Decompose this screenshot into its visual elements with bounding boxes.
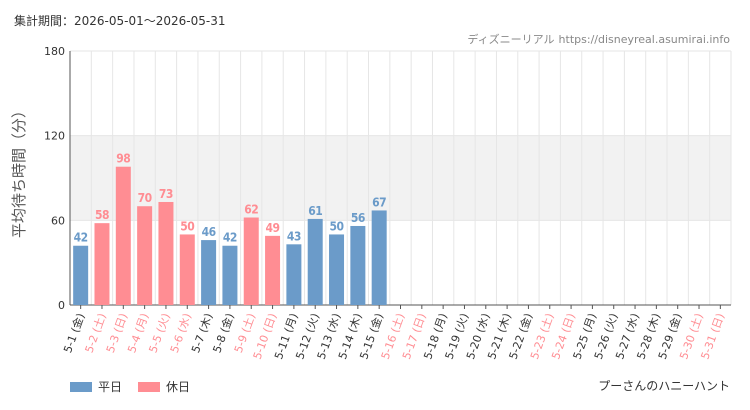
y-tick-label: 120 — [44, 130, 65, 143]
legend-weekday-swatch — [70, 381, 92, 392]
bar — [307, 218, 323, 305]
bar — [137, 206, 153, 305]
bar — [371, 210, 387, 305]
site-name: ディズニーリアル — [467, 33, 555, 46]
bar-value-label: 46 — [202, 225, 216, 239]
bar — [286, 244, 302, 305]
legend: 平日 休日 — [70, 378, 206, 395]
bar — [222, 245, 238, 305]
bar — [94, 223, 110, 305]
y-tick-label: 60 — [51, 214, 65, 227]
bar-value-label: 56 — [351, 211, 365, 225]
attraction-name: プーさんのハニーハント — [598, 379, 730, 393]
period-label: 集計期間：2026-05-01～2026-05-31 — [14, 14, 226, 28]
bar-value-label: 42 — [74, 231, 88, 245]
y-axis-label: 平均待ち時間（分） — [10, 102, 28, 238]
bar — [201, 240, 217, 305]
bar — [243, 217, 259, 305]
bar-value-label: 98 — [116, 152, 130, 166]
legend-weekday-label: 平日 — [98, 380, 123, 394]
bar — [329, 234, 345, 305]
bar-value-label: 62 — [244, 203, 258, 217]
bar-value-label: 61 — [308, 204, 322, 218]
bar — [179, 234, 195, 305]
legend-holiday-label: 休日 — [166, 380, 191, 394]
bar-value-label: 58 — [95, 208, 109, 222]
bar — [115, 166, 131, 305]
bar-value-label: 49 — [266, 221, 280, 235]
bar-value-label: 42 — [223, 231, 237, 245]
y-tick-label: 0 — [58, 299, 65, 312]
shaded-band — [70, 135, 731, 221]
legend-weekday[interactable]: 平日 — [70, 378, 122, 395]
bar-value-label: 50 — [180, 219, 194, 233]
bar — [158, 201, 174, 305]
legend-holiday[interactable]: 休日 — [138, 378, 190, 395]
bar — [350, 225, 366, 305]
bar — [265, 235, 281, 305]
bar-value-label: 43 — [287, 229, 301, 243]
source-credit[interactable]: ディズニーリアル https://disneyreal.asumirai.info — [467, 31, 730, 47]
bar-value-label: 67 — [372, 195, 386, 209]
legend-holiday-swatch — [138, 381, 161, 392]
y-tick-label: 180 — [44, 45, 65, 58]
bar-value-label: 50 — [330, 219, 344, 233]
bar — [73, 245, 89, 305]
bar-value-label: 70 — [138, 191, 152, 205]
site-url[interactable]: https://disneyreal.asumirai.info — [558, 33, 730, 46]
bar-value-label: 73 — [159, 187, 173, 201]
